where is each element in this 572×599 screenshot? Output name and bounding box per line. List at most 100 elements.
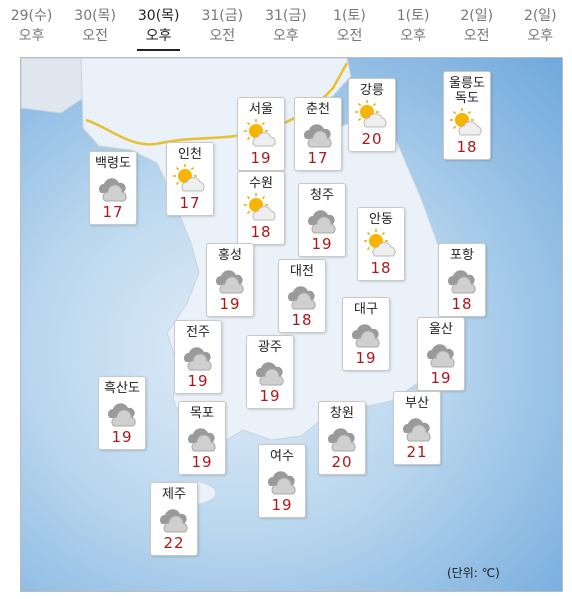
city-temp: 19 <box>311 235 333 253</box>
city-temp: 19 <box>355 349 377 367</box>
city-name: 서울 <box>249 102 273 117</box>
tab-date: 30(목) <box>137 8 180 24</box>
tab-period: 오후 <box>273 28 299 44</box>
time-tabs: 29(수) 오후 30(목) 오전 30(목) 오후 31(금) 오전 31(금) 오후 1(토) 오… <box>0 0 572 54</box>
city-temp: 17 <box>102 203 124 221</box>
unit-note: (단위: ℃) <box>447 566 500 580</box>
city-temp: 19 <box>187 372 209 390</box>
city-name: 여수 <box>270 449 294 464</box>
city-name: 수원 <box>249 176 273 191</box>
city-card: 춘천 17 <box>294 97 342 171</box>
city-temp: 19 <box>111 428 133 446</box>
city-card: 울산 19 <box>417 317 465 391</box>
city-temp: 18 <box>291 311 313 329</box>
time-tab[interactable]: 1(토) 오후 <box>382 6 445 46</box>
tab-date: 2(일) <box>460 8 494 24</box>
city-name: 광주 <box>258 340 282 355</box>
city-card: 울릉도 독도 18 <box>443 71 491 160</box>
weather-icon <box>99 178 127 202</box>
city-temp: 19 <box>191 453 213 471</box>
city-card: 제주 22 <box>150 482 198 556</box>
city-name: 부산 <box>405 396 429 411</box>
weather-icon <box>308 210 336 234</box>
tab-period: 오전 <box>209 28 236 44</box>
tab-date: 2(일) <box>523 8 557 24</box>
city-temp: 17 <box>179 194 201 212</box>
weather-icon <box>403 418 431 442</box>
tab-period: 오전 <box>336 28 363 44</box>
city-temp: 19 <box>250 149 272 167</box>
weather-icon <box>244 119 276 147</box>
city-card: 창원 20 <box>318 401 366 475</box>
city-name: 강릉 <box>360 83 384 98</box>
tab-date: 1(토) <box>333 8 366 24</box>
weather-icon <box>268 471 296 495</box>
city-name: 창원 <box>330 406 354 421</box>
city-temp: 17 <box>307 149 329 167</box>
tab-period: 오전 <box>463 28 490 44</box>
tab-date: 30(목) <box>74 8 116 24</box>
city-card: 백령도 17 <box>89 151 137 225</box>
city-name: 백령도 <box>95 156 131 171</box>
city-card: 안동 18 <box>357 207 405 281</box>
weather-icon <box>427 344 455 368</box>
city-card: 대구 19 <box>342 297 390 371</box>
weather-icon <box>256 362 284 386</box>
weather-icon <box>355 100 387 128</box>
city-name: 청주 <box>310 188 334 203</box>
city-name: 전주 <box>186 325 210 340</box>
time-tab[interactable]: 30(목) 오후 <box>127 6 190 51</box>
city-card: 흑산도 19 <box>98 376 146 450</box>
city-card: 대전 18 <box>278 259 326 333</box>
weather-icon <box>184 347 212 371</box>
city-temp: 18 <box>370 259 392 277</box>
weather-icon <box>304 124 332 148</box>
city-temp: 18 <box>250 223 272 241</box>
time-tab[interactable]: 31(금) 오후 <box>254 6 317 46</box>
weather-icon <box>288 286 316 310</box>
city-temp: 19 <box>259 387 281 405</box>
weather-icon <box>244 193 276 221</box>
city-temp: 20 <box>361 130 383 148</box>
city-card: 인천 17 <box>166 142 214 216</box>
tab-date: 1(토) <box>396 8 430 24</box>
weather-icon <box>450 108 482 136</box>
city-card: 청주 19 <box>298 183 346 257</box>
city-card: 광주 19 <box>246 335 294 409</box>
weather-icon <box>328 428 356 452</box>
tab-period: 오후 <box>145 28 172 44</box>
city-temp: 19 <box>430 369 452 387</box>
city-temp: 22 <box>163 534 185 552</box>
city-card: 여수 19 <box>258 444 306 518</box>
city-card: 전주 19 <box>174 320 222 394</box>
city-temp: 19 <box>219 295 241 313</box>
weather-map: 서울 19 춘천 17 강릉 20 울릉도 독도 18 백령도 17 인천 17 수원 18 청주 19 안동 1… <box>20 57 563 592</box>
city-name: 목포 <box>190 406 214 421</box>
city-temp: 20 <box>331 453 353 471</box>
time-tab[interactable]: 1(토) 오전 <box>318 6 381 46</box>
weather-icon <box>352 324 380 348</box>
city-name: 안동 <box>369 212 393 227</box>
time-tab[interactable]: 2(일) 오전 <box>445 6 508 46</box>
tab-period: 오후 <box>18 28 45 44</box>
tab-date: 29(수) <box>10 8 53 24</box>
weather-icon <box>173 164 205 192</box>
city-temp: 21 <box>406 443 428 461</box>
weather-icon <box>364 229 396 257</box>
city-temp: 18 <box>456 138 478 156</box>
time-tab[interactable]: 30(목) 오전 <box>64 6 127 46</box>
city-temp: 18 <box>451 295 473 313</box>
city-card: 강릉 20 <box>348 78 396 152</box>
time-tab[interactable]: 2(일) 오후 <box>509 6 572 46</box>
time-tab[interactable]: 29(수) 오후 <box>0 6 63 46</box>
time-tab[interactable]: 31(금) 오전 <box>191 6 254 46</box>
tab-period: 오후 <box>400 28 426 44</box>
city-name: 흑산도 <box>104 381 140 396</box>
city-name: 대전 <box>290 264 314 279</box>
city-name: 대구 <box>354 302 378 317</box>
tab-period: 오전 <box>82 28 108 44</box>
weather-icon <box>216 270 244 294</box>
city-name: 제주 <box>162 487 186 502</box>
city-temp: 19 <box>271 496 293 514</box>
